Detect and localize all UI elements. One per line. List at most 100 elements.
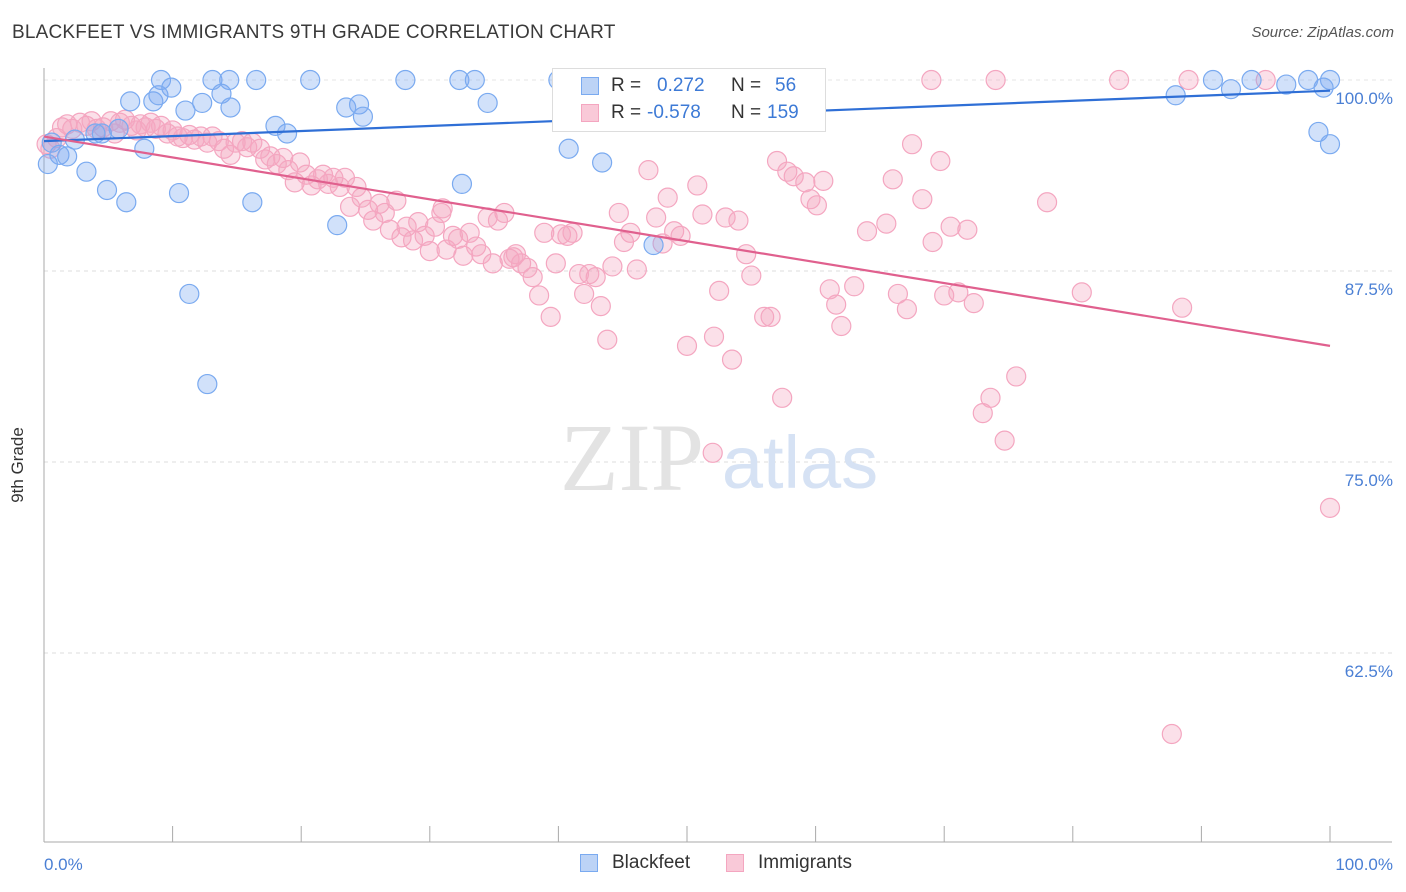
immigrants-point — [922, 231, 943, 253]
immigrants-point — [813, 170, 834, 191]
blackfeet-point — [276, 123, 298, 144]
blackfeet-point — [1241, 69, 1262, 91]
series-legend: Blackfeet Immigrants — [0, 852, 1406, 878]
y-tick-label: 75.0% — [1345, 471, 1393, 490]
legend-n-label: N = — [731, 75, 762, 96]
chart-title: BLACKFEET VS IMMIGRANTS 9TH GRADE CORREL… — [12, 22, 616, 43]
immigrants-point — [901, 134, 923, 155]
immigrants-point — [709, 280, 730, 301]
blackfeet-point — [265, 115, 286, 136]
blackfeet-point — [352, 106, 374, 127]
immigrants-point — [391, 227, 412, 248]
watermark-zip: ZIP — [560, 404, 704, 511]
blackfeet-point — [558, 138, 579, 159]
blackfeet-point — [192, 92, 213, 114]
immigrants-point — [783, 166, 804, 187]
legend-n-value: 56 — [775, 75, 797, 96]
immigrants-point — [379, 219, 401, 240]
immigrants-point — [766, 150, 788, 172]
grid-layer — [44, 79, 1392, 654]
blackfeet-point — [108, 118, 129, 139]
legend-n-label: N = — [731, 102, 762, 123]
immigrants-point — [800, 189, 821, 210]
watermark: ZIP atlas — [560, 404, 878, 511]
immigrants-point — [940, 216, 961, 237]
legend-r-value: -0.578 — [647, 102, 701, 123]
legend-swatch-blackfeet — [580, 854, 598, 872]
immigrants-point — [994, 430, 1015, 451]
immigrants-point — [590, 296, 611, 317]
immigrants-point — [692, 204, 713, 225]
immigrants-point — [608, 202, 629, 224]
immigrants-point — [754, 306, 775, 327]
immigrants-point — [357, 199, 379, 220]
immigrants-point — [545, 253, 566, 274]
immigrants-point — [597, 329, 618, 350]
blackfeet-point — [246, 69, 267, 91]
blackfeet-point — [148, 85, 169, 106]
blackfeet-point — [451, 173, 473, 195]
tick-labels: 62.5% 75.0% 87.5% 100.0% 0.0% 100.0% — [44, 89, 1393, 874]
immigrants-point — [1108, 69, 1130, 91]
immigrants-point — [957, 219, 978, 240]
immigrants-point — [826, 294, 847, 315]
immigrants-point — [795, 172, 816, 193]
blackfeet-point — [1276, 74, 1297, 95]
x-tick-label-left: 0.0% — [44, 855, 83, 874]
immigrants-point — [568, 263, 590, 285]
immigrants-point — [249, 138, 271, 159]
immigrants-point — [517, 257, 538, 279]
immigrants-point — [844, 276, 865, 297]
blackfeet-point — [161, 77, 182, 98]
blackfeet-point — [242, 192, 263, 213]
immigrants-point — [876, 213, 897, 234]
immigrants-point — [831, 315, 852, 337]
immigrants-point — [819, 279, 840, 300]
immigrants-point — [921, 69, 942, 91]
blackfeet-point — [197, 373, 218, 395]
immigrants-point — [703, 326, 725, 347]
blackfeet-points — [37, 69, 1341, 395]
blackfeet-point — [348, 94, 370, 115]
blackfeet-point — [592, 152, 613, 173]
blackfeet-point — [1165, 85, 1186, 106]
immigrants-point — [1006, 366, 1027, 387]
immigrants-point — [687, 175, 708, 196]
watermark-atlas: atlas — [722, 421, 878, 504]
legend-swatch-immigrants — [581, 104, 599, 122]
immigrants-point — [432, 198, 453, 219]
immigrants-point — [562, 222, 583, 243]
blackfeet-point — [76, 161, 97, 182]
blackfeet-point — [327, 215, 348, 236]
blackfeet-point — [179, 283, 200, 305]
y-tick-label: 87.5% — [1345, 280, 1393, 299]
immigrants-point — [522, 267, 543, 288]
legend-r-value: 0.272 — [657, 75, 705, 96]
legend-label-immigrants: Immigrants — [758, 852, 852, 873]
immigrants-point — [760, 306, 781, 327]
immigrants-point — [482, 253, 503, 274]
source-label: Source: ZipAtlas.com — [1251, 24, 1394, 41]
immigrants-point — [638, 160, 659, 181]
immigrants-point — [856, 221, 878, 242]
legend-row-immigrants: R = -0.578 N = 159 — [553, 101, 825, 127]
legend-label-blackfeet: Blackfeet — [612, 852, 691, 873]
immigrants-point — [1172, 297, 1193, 318]
immigrants-point — [741, 265, 762, 286]
y-tick-label: 100.0% — [1335, 89, 1393, 108]
blackfeet-point — [134, 138, 155, 159]
blackfeet-point — [477, 92, 498, 114]
immigrants-point — [626, 259, 647, 280]
immigrants-point — [505, 244, 527, 265]
immigrants-point — [1319, 497, 1341, 518]
blackfeet-point — [1313, 77, 1334, 98]
immigrants-point — [963, 292, 984, 314]
immigrants-point — [728, 210, 749, 231]
immigrants-point — [896, 299, 918, 320]
immigrants-trend-line — [43, 135, 1331, 347]
blackfeet-point — [643, 234, 664, 256]
stats-legend: R = 0.272 N = 56 R = -0.578 N = 159 — [552, 68, 826, 132]
immigrants-point — [540, 306, 561, 327]
immigrants-point — [646, 207, 667, 228]
immigrants-point — [980, 387, 1001, 408]
